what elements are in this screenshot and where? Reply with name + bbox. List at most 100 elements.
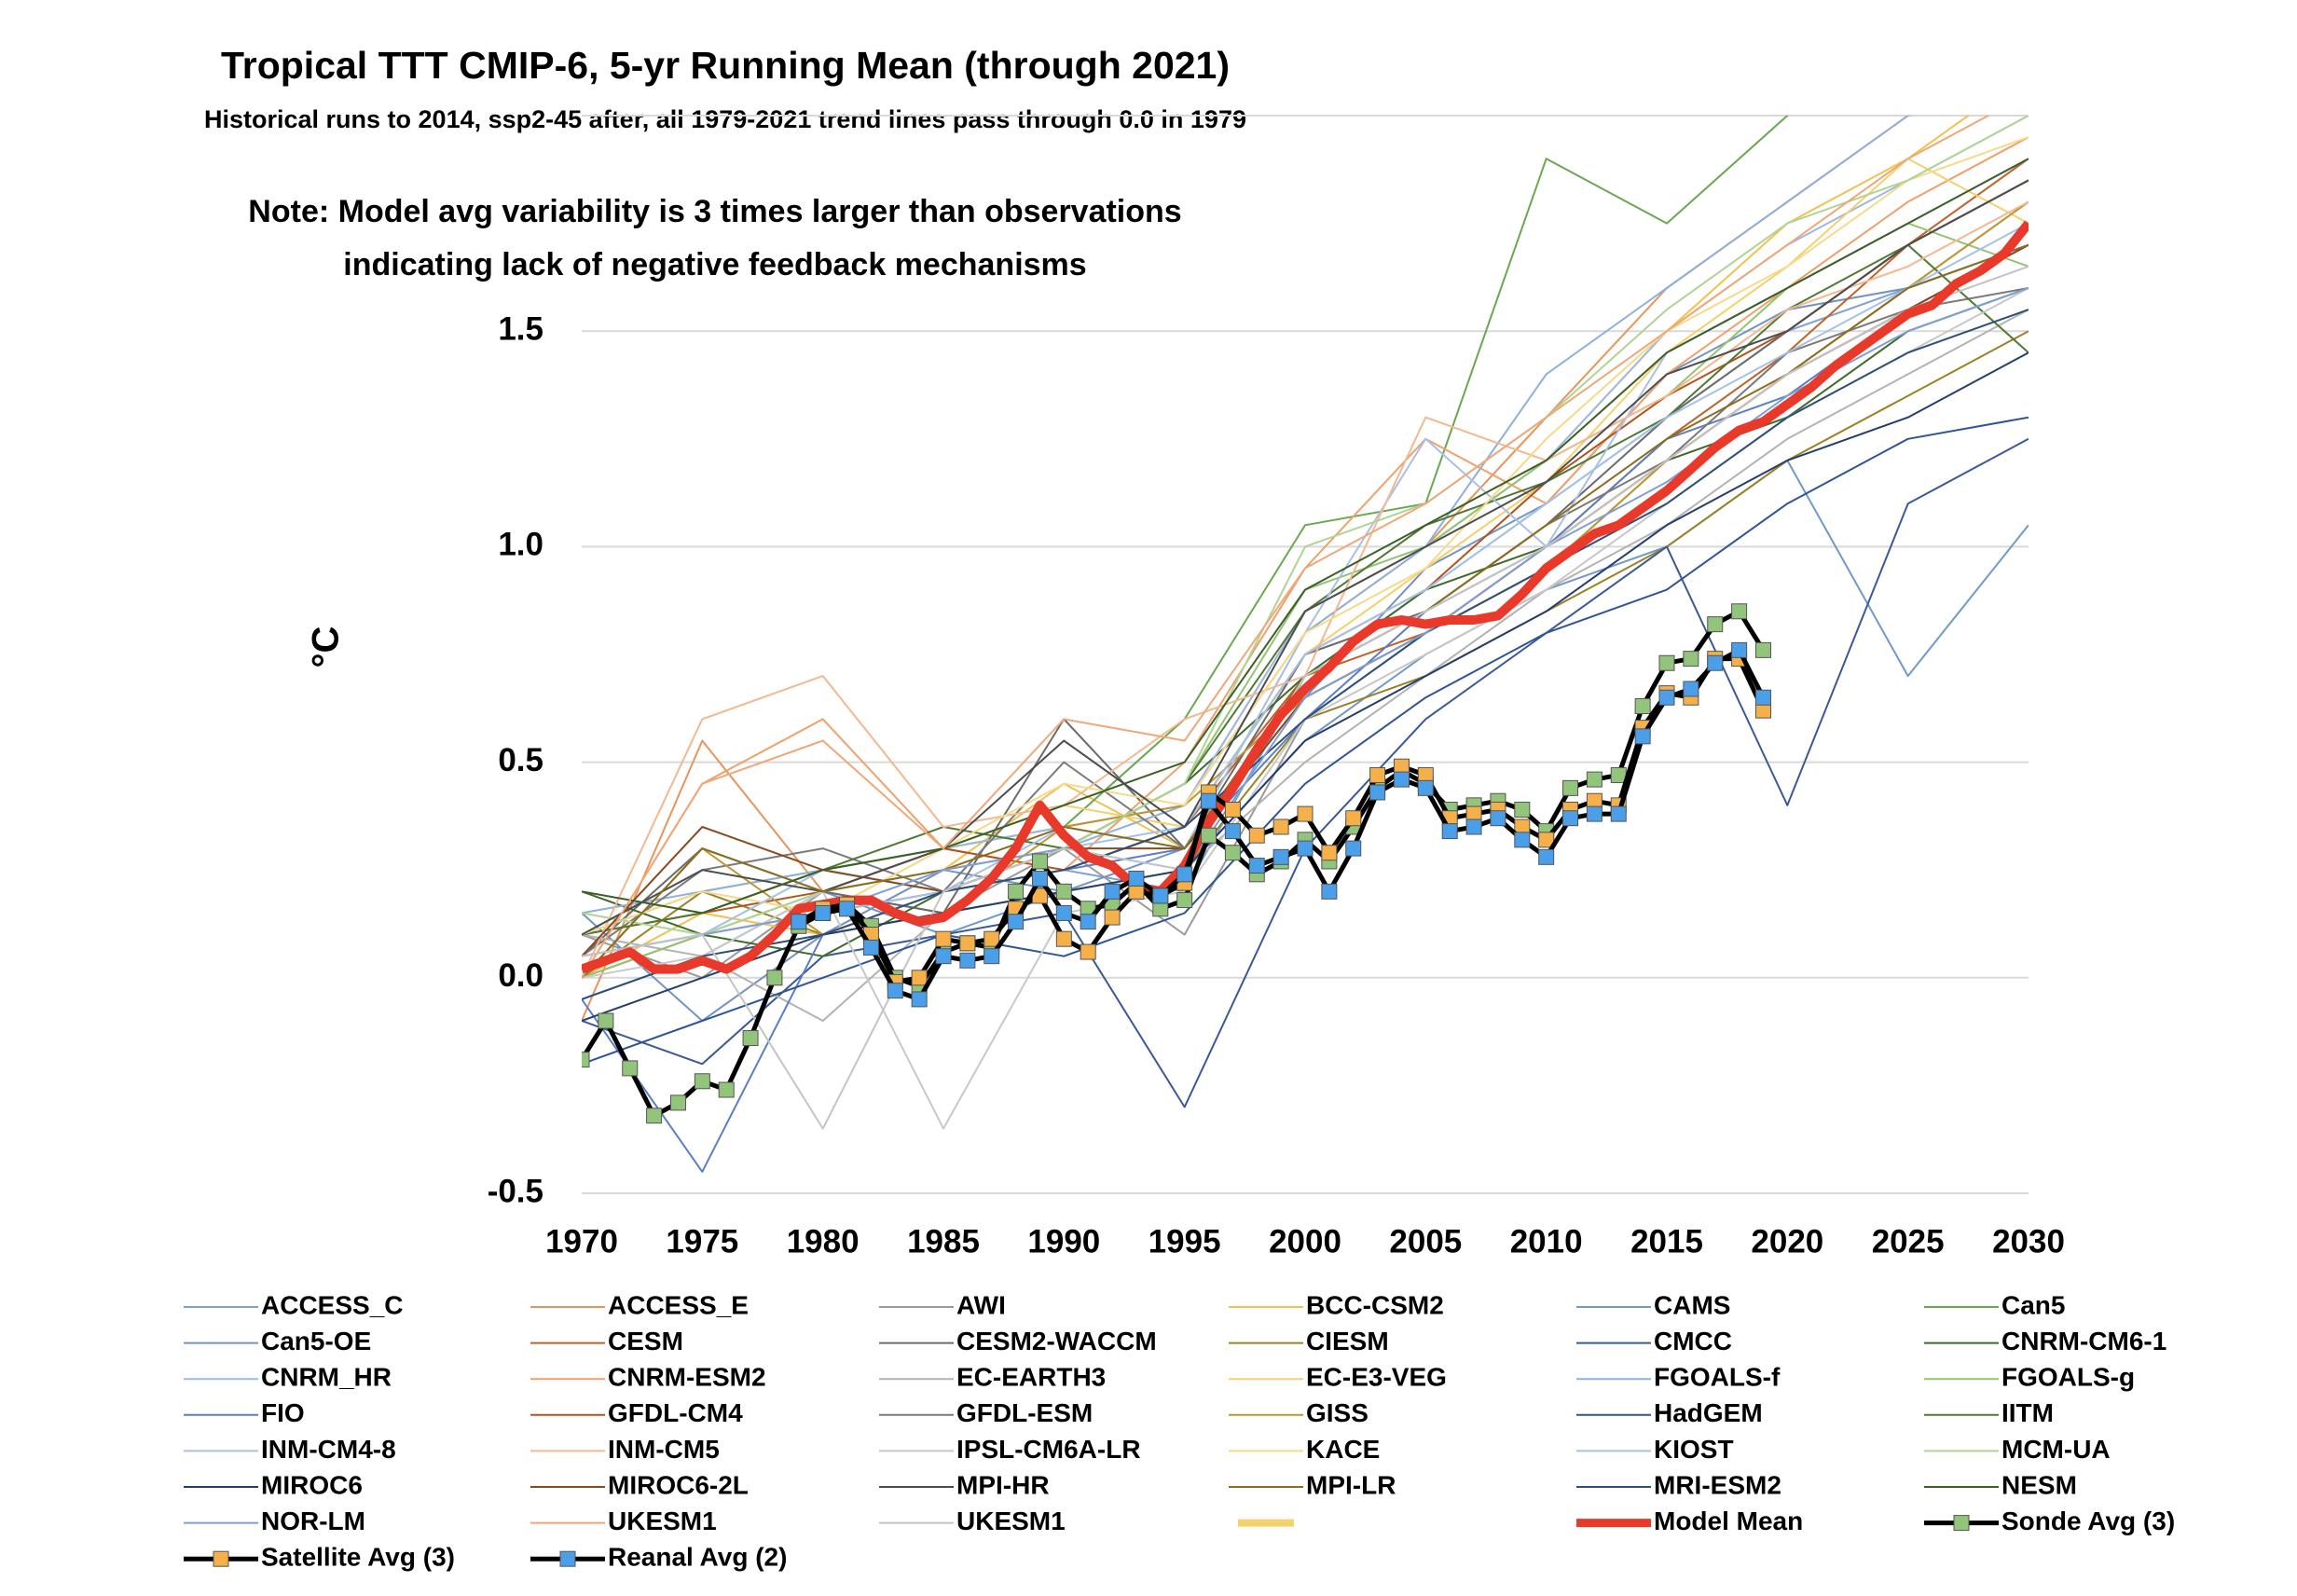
annotation: Note: Model avg variability is 3 times l… (248, 194, 1181, 229)
data-marker (718, 1081, 735, 1098)
data-marker (1104, 909, 1121, 926)
data-marker (1634, 728, 1651, 745)
data-marker (935, 930, 952, 947)
x-tick-label: 1975 (666, 1223, 738, 1259)
data-marker (1369, 766, 1386, 783)
legend-label: Model Mean (1654, 1507, 1803, 1535)
data-marker (1297, 840, 1314, 857)
legend-label: EC-EARTH3 (956, 1363, 1106, 1392)
data-marker (694, 1073, 710, 1090)
series-line (582, 265, 2029, 1130)
legend-label: MPI-HR (956, 1470, 1050, 1499)
y-tick-label: 1.5 (498, 310, 543, 347)
data-marker (1345, 810, 1362, 827)
data-marker (1248, 858, 1265, 874)
legend-label: ACCESS_E (608, 1290, 749, 1319)
data-marker (1586, 771, 1602, 788)
data-marker (1055, 883, 1072, 900)
x-tick-label: 1970 (545, 1223, 618, 1259)
legend-label: CNRM-CM6-1 (2001, 1327, 2166, 1355)
data-marker (1731, 641, 1748, 658)
data-marker (1514, 801, 1531, 818)
data-marker (911, 970, 928, 986)
legend-label: GFDL-ESM (956, 1398, 1093, 1427)
data-marker (1562, 810, 1579, 827)
data-marker (815, 904, 832, 921)
legend-label: EC-E3-VEG (1306, 1363, 1447, 1392)
x-tick-label: 2000 (1269, 1223, 1341, 1259)
data-marker (1031, 870, 1048, 887)
data-marker (582, 1052, 590, 1068)
legend-label: MIROC6-2L (608, 1470, 749, 1499)
data-marker (669, 1094, 686, 1111)
data-marker (1538, 848, 1555, 865)
legend-marker (1953, 1515, 1970, 1532)
legend-label: UKESM1 (608, 1507, 717, 1535)
legend-label: FIO (261, 1398, 305, 1427)
legend-label: GFDL-CM4 (608, 1398, 743, 1427)
data-marker (1634, 697, 1651, 714)
data-marker (622, 1060, 639, 1077)
data-marker (1272, 848, 1289, 865)
legend-label: UKESM1 (956, 1507, 1066, 1535)
legend-label: KACE (1306, 1435, 1380, 1464)
data-marker (1080, 914, 1096, 930)
legend-label: MRI-ESM2 (1654, 1470, 1781, 1499)
x-tick-label: 1985 (907, 1223, 980, 1259)
x-tick-label: 2005 (1389, 1223, 1462, 1259)
legend-label: MIROC6 (261, 1470, 363, 1499)
legend-label: NESM (2001, 1470, 2077, 1499)
data-marker (1490, 810, 1506, 827)
legend-label: GISS (1306, 1398, 1369, 1427)
data-marker (1345, 840, 1362, 857)
data-marker (983, 930, 1000, 947)
series-line (582, 309, 2029, 1000)
legend-label: AWI (956, 1290, 1006, 1319)
data-marker (1731, 603, 1748, 620)
legend-label: BCC-CSM2 (1306, 1290, 1444, 1319)
data-marker (1055, 904, 1072, 921)
data-marker (1754, 641, 1771, 658)
series-line (582, 309, 2029, 1022)
data-marker (1393, 771, 1410, 788)
data-marker (646, 1108, 663, 1124)
x-tick-label: 2030 (1992, 1223, 2065, 1259)
annotation: indicating lack of negative feedback mec… (343, 247, 1086, 282)
y-axis-label: °C (306, 626, 347, 668)
y-tick-label: 0.5 (498, 742, 543, 778)
data-marker (959, 952, 976, 969)
data-marker (1224, 801, 1241, 818)
data-marker (1658, 689, 1675, 706)
x-tick-label: 2020 (1751, 1223, 1823, 1259)
y-tick-label: -0.5 (488, 1173, 543, 1209)
legend-label: INM-CM4-8 (261, 1435, 396, 1464)
x-tick-label: 2015 (1630, 1223, 1703, 1259)
legend-label: Satellite Avg (3) (261, 1543, 455, 1572)
data-marker (1272, 819, 1289, 835)
legend-label: CESM (608, 1327, 683, 1355)
x-tick-label: 1980 (787, 1223, 860, 1259)
data-marker (598, 1012, 614, 1029)
data-marker (1008, 883, 1025, 900)
data-marker (1031, 853, 1048, 870)
legend-label: CNRM_HR (261, 1363, 392, 1392)
legend-label: Can5-OE (261, 1327, 371, 1355)
data-marker (1152, 887, 1169, 904)
data-marker (1128, 870, 1145, 887)
data-marker (1176, 892, 1193, 909)
x-tick-label: 2010 (1510, 1223, 1583, 1259)
x-tick-label: 2025 (1872, 1223, 1945, 1259)
chart-subtitle: Historical runs to 2014, ssp2-45 after, … (204, 105, 1246, 133)
data-marker (983, 948, 1000, 965)
data-marker (1586, 805, 1602, 822)
data-marker (1441, 823, 1458, 840)
legend-label: ACCESS_C (261, 1290, 403, 1319)
data-marker (1080, 943, 1096, 960)
chart-title: Tropical TTT CMIP-6, 5-yr Running Mean (… (221, 44, 1230, 87)
data-marker (1754, 689, 1771, 706)
data-marker (1055, 930, 1072, 947)
data-marker (911, 991, 928, 1008)
data-marker (766, 970, 783, 986)
